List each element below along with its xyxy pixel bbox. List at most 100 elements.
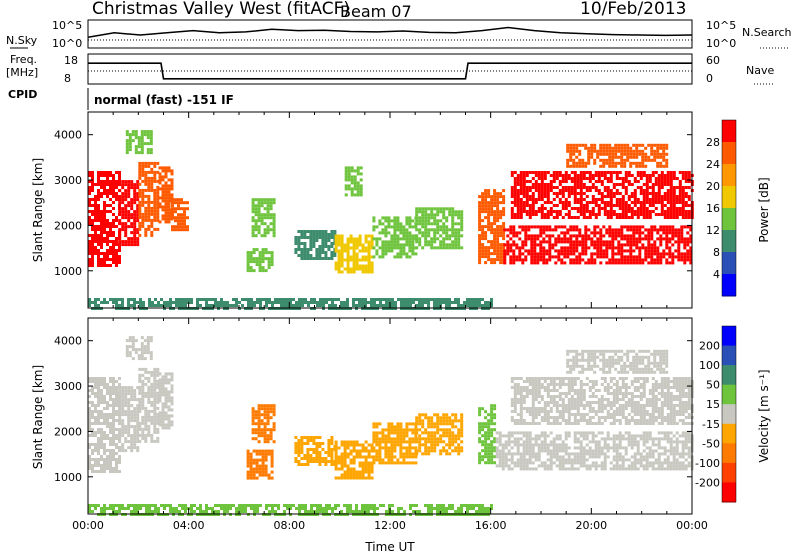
noise-search-label: N.Search xyxy=(742,26,792,39)
range-cell xyxy=(454,413,458,417)
range-cell xyxy=(623,261,627,265)
range-cell xyxy=(252,248,256,252)
range-cell xyxy=(125,133,129,137)
range-cell xyxy=(88,428,91,431)
range-cell xyxy=(109,380,112,383)
range-cell xyxy=(109,395,112,398)
range-cell xyxy=(403,304,406,307)
range-cell xyxy=(306,448,310,451)
range-cell xyxy=(367,301,370,304)
range-cell xyxy=(106,425,109,428)
range-cell xyxy=(318,436,322,439)
range-cell xyxy=(399,455,403,459)
range-cell xyxy=(306,254,310,257)
range-cell xyxy=(578,143,582,147)
range-cell xyxy=(133,189,137,193)
range-cell xyxy=(460,304,463,307)
range-cell xyxy=(379,298,382,301)
range-cell xyxy=(405,219,409,223)
range-cell xyxy=(614,252,618,256)
range-cell xyxy=(609,213,613,216)
range-cell xyxy=(681,174,685,177)
range-cell xyxy=(312,233,316,236)
y-tick-label: 2000 xyxy=(54,219,82,232)
range-cell xyxy=(300,257,304,260)
range-cell xyxy=(542,252,546,256)
range-cell xyxy=(121,386,125,390)
range-cell xyxy=(451,443,455,447)
range-cell xyxy=(650,261,654,265)
range-cell xyxy=(175,301,178,304)
range-cell xyxy=(683,237,687,241)
range-cell xyxy=(106,407,109,410)
range-cell xyxy=(167,396,171,400)
range-cell xyxy=(390,422,394,426)
range-cell xyxy=(439,434,443,438)
range-cell xyxy=(364,301,367,304)
range-cell xyxy=(460,210,464,214)
range-cell xyxy=(91,249,94,252)
range-cell xyxy=(533,261,537,265)
range-cell xyxy=(519,171,523,174)
range-cell xyxy=(150,206,154,210)
range-cell xyxy=(328,304,331,307)
range-cell xyxy=(608,243,612,247)
range-cell xyxy=(358,240,362,244)
range-cell xyxy=(528,210,532,213)
range-cell xyxy=(424,428,428,432)
range-cell xyxy=(424,207,428,211)
range-cell xyxy=(255,257,259,261)
range-cell xyxy=(124,425,128,429)
range-cell xyxy=(136,431,140,435)
range-cell xyxy=(569,237,573,241)
range-cell xyxy=(620,237,624,241)
range-cell xyxy=(318,451,322,454)
range-cell xyxy=(451,425,455,429)
range-cell xyxy=(656,252,660,256)
range-cell xyxy=(303,248,307,251)
range-cell xyxy=(614,246,618,250)
range-cell xyxy=(427,301,430,304)
range-cell xyxy=(588,210,592,213)
range-cell xyxy=(334,440,338,444)
range-cell xyxy=(463,301,466,304)
range-cell xyxy=(609,210,613,213)
range-cell xyxy=(653,225,657,229)
range-cell xyxy=(620,228,624,232)
range-cell xyxy=(254,204,258,208)
range-cell xyxy=(588,180,592,183)
range-cell xyxy=(147,424,151,428)
range-cell xyxy=(436,431,440,435)
range-cell xyxy=(478,225,482,229)
range-cell xyxy=(269,437,273,441)
range-cell xyxy=(501,455,505,459)
range-cell xyxy=(566,240,570,244)
range-cell xyxy=(167,399,171,403)
range-cell xyxy=(167,423,171,427)
range-cell xyxy=(527,225,531,229)
scatter-region xyxy=(125,336,153,361)
range-cell xyxy=(138,215,142,219)
range-cell xyxy=(246,263,250,267)
range-cell xyxy=(513,204,517,207)
range-cell xyxy=(144,200,148,204)
range-cell xyxy=(687,171,691,174)
range-cell xyxy=(620,234,624,238)
range-cell xyxy=(124,386,128,390)
range-cell xyxy=(118,231,122,235)
range-cell xyxy=(593,243,597,247)
range-cell xyxy=(91,243,94,246)
range-cell xyxy=(186,201,189,205)
range-cell xyxy=(405,228,409,232)
range-cell xyxy=(507,452,511,456)
range-cell xyxy=(177,219,180,223)
range-cell xyxy=(478,455,482,459)
range-cell xyxy=(112,234,115,237)
range-cell xyxy=(528,189,532,192)
range-cell xyxy=(662,228,666,232)
range-cell xyxy=(309,230,313,233)
range-cell xyxy=(381,240,385,244)
range-cell xyxy=(457,452,461,456)
range-cell xyxy=(177,228,180,232)
range-cell xyxy=(97,237,100,240)
